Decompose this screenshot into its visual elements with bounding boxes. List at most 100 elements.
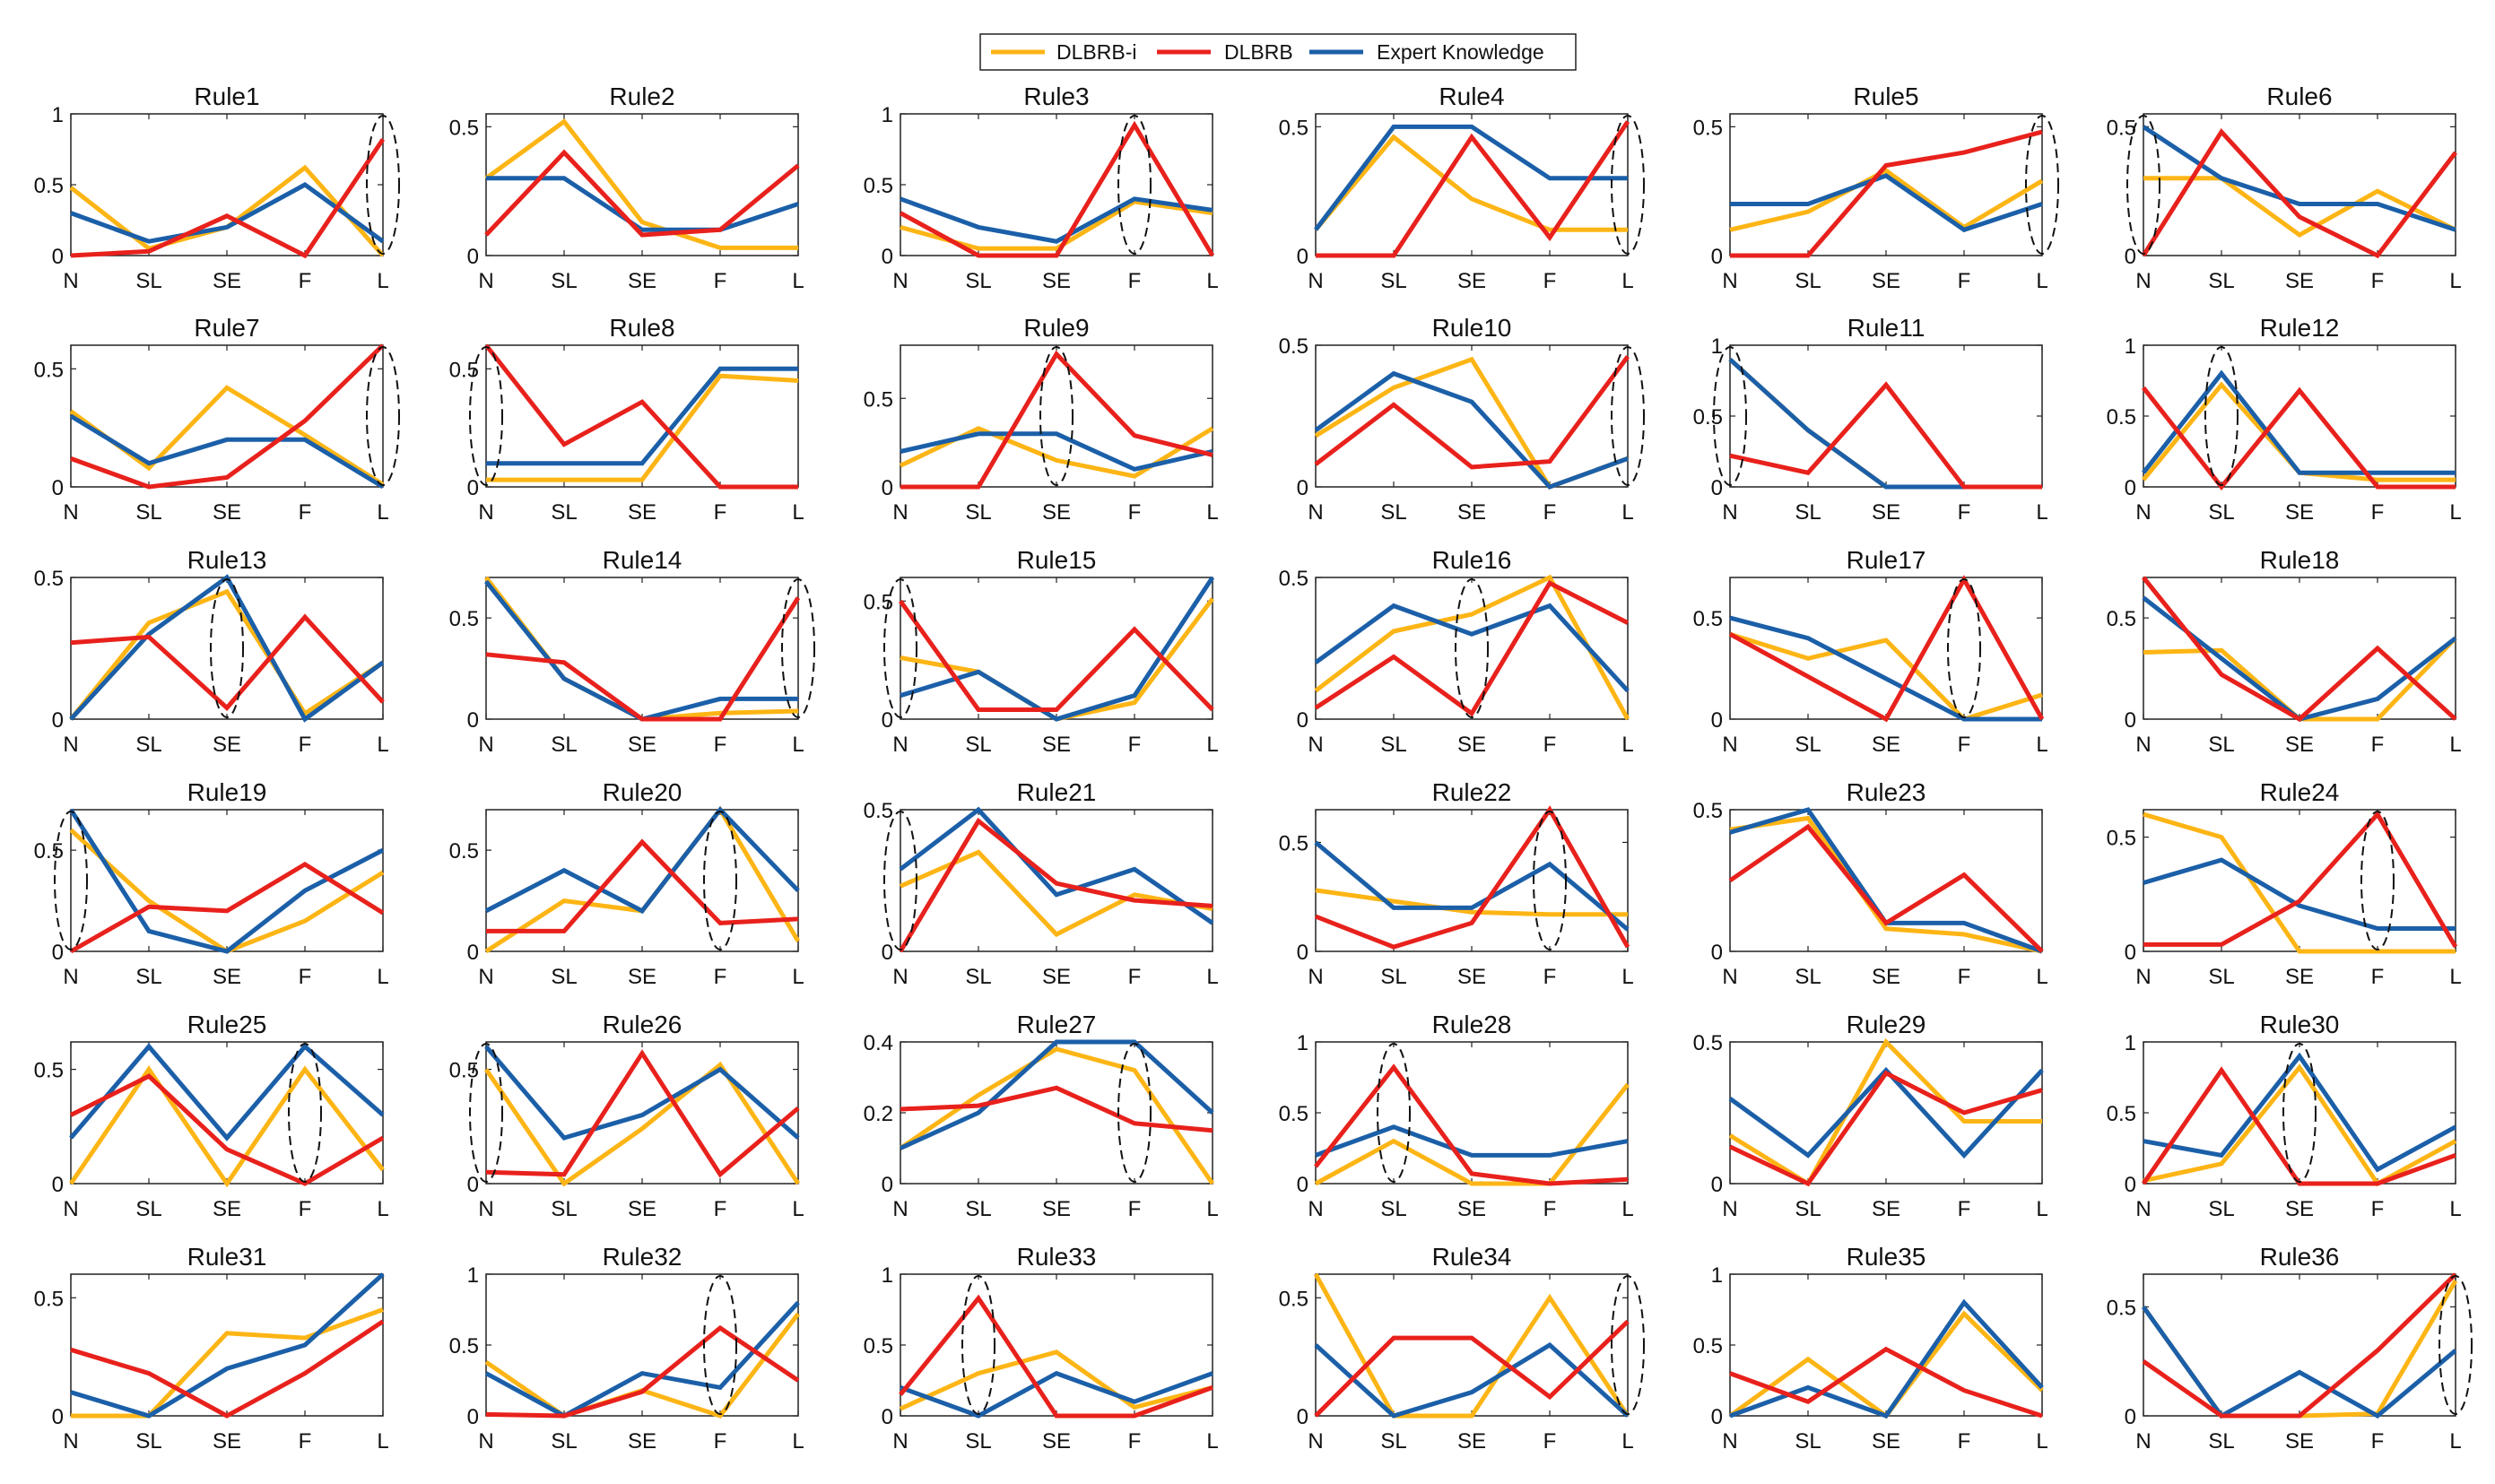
subplot-rule24: Rule24 N SL SE F L 0 0.5 (2107, 778, 2462, 989)
x-tick-label: L (2449, 965, 2461, 989)
series-line-expert-knowledge (2141, 1306, 2457, 1419)
x-tick-label: L (1621, 269, 1633, 293)
series-line-dlbrb (1728, 1070, 2043, 1187)
series-line-dlbrb-i (2143, 1063, 2457, 1187)
series-line-dlbrb-i (2143, 176, 2457, 238)
x-tick-label: SL (1380, 965, 1406, 989)
subplot-rule26: Rule26 N SL SE F L 0 0.5 (449, 1011, 804, 1221)
x-tick-label: F (2371, 500, 2385, 525)
x-tick-label: F (714, 500, 727, 525)
x-tick-label: SE (213, 500, 241, 525)
y-tick-label: 1 (2125, 1031, 2136, 1055)
highlight-ellipse (781, 578, 815, 718)
x-tick-label: N (1308, 500, 1323, 525)
subplot-rule2: Rule2 N SL SE F L 0 0.5 (449, 82, 804, 293)
series-line-dlbrb (70, 613, 385, 711)
x-tick-label: N (892, 269, 908, 293)
x-tick-label: L (1206, 1429, 1218, 1454)
series-line-dlbrb (70, 138, 386, 259)
y-tick-label: 0 (1297, 476, 1308, 500)
series-line-expert-knowledge (69, 413, 385, 490)
y-tick-label: 0 (467, 476, 479, 500)
subplot-title: Rule29 (1847, 1011, 1926, 1038)
subplot-rule19: Rule19 N SL SE F L 0 0.5 (34, 778, 389, 989)
y-tick-label: 0.5 (1693, 607, 1723, 631)
axes-box (900, 577, 1213, 720)
subplot-title: Rule30 (2260, 1011, 2340, 1038)
x-tick-label: F (714, 733, 727, 757)
subplot-rule23: Rule23 N SL SE F L 0 0.5 (1693, 778, 2048, 989)
x-tick-label: L (792, 269, 804, 293)
subplot-title: Rule17 (1847, 546, 1926, 574)
x-tick-label: SE (2285, 733, 2314, 757)
series-line-expert-knowledge (899, 1039, 1214, 1150)
y-tick-label: 0.5 (1279, 116, 1308, 140)
subplot-title: Rule7 (194, 314, 259, 342)
subplot-rule28: Rule28 N SL SE F L 0 0.5 1 (1279, 1011, 1634, 1221)
x-tick-label: N (892, 965, 908, 989)
series-line-dlbrb (899, 1294, 1213, 1419)
series-line-dlbrb (1729, 1346, 2043, 1419)
subplot-rule7: Rule7 N SL SE F L 0 0.5 (34, 314, 400, 525)
x-tick-label: N (478, 733, 493, 757)
series-line-expert-knowledge (2142, 125, 2456, 232)
series-line-dlbrb-i (899, 1046, 1215, 1185)
y-tick-label: 0.5 (449, 116, 479, 140)
subplot-rule11: Rule11 N SL SE F L 0 0.5 1 (1693, 314, 2048, 525)
x-tick-label: SL (1795, 500, 1821, 525)
y-tick-label: 0.5 (449, 1059, 479, 1083)
x-tick-label: SE (1042, 269, 1071, 293)
highlight-ellipse (703, 811, 737, 950)
x-tick-label: N (2135, 269, 2151, 293)
subplot-rule16: Rule16 N SL SE F L 0 0.5 (1279, 546, 1634, 757)
y-tick-label: 0.5 (1693, 405, 1723, 430)
legend-label: DLBRB (1224, 40, 1293, 64)
x-tick-label: F (1543, 965, 1557, 989)
series-line-dlbrb (2141, 1066, 2456, 1186)
x-tick-label: F (1958, 733, 1971, 757)
y-tick-label: 1 (882, 103, 893, 127)
x-tick-label: N (1722, 965, 1737, 989)
legend-label: DLBRB-i (1056, 40, 1136, 64)
x-tick-label: SE (1042, 965, 1071, 989)
x-tick-label: N (478, 965, 493, 989)
y-tick-label: 1 (467, 1263, 479, 1288)
x-tick-label: SL (965, 269, 991, 293)
x-tick-label: SL (1380, 500, 1406, 525)
x-tick-label: F (714, 1429, 727, 1454)
subplot-title: Rule8 (609, 314, 674, 342)
x-tick-label: F (299, 1429, 312, 1454)
series-line-expert-knowledge (69, 574, 385, 723)
y-tick-label: 0.2 (864, 1102, 893, 1126)
subplot-title: Rule14 (603, 546, 682, 574)
x-tick-label: SL (551, 965, 577, 989)
x-tick-label: N (63, 1429, 78, 1454)
series-line-dlbrb (70, 343, 385, 490)
subplot-title: Rule9 (1023, 314, 1089, 342)
y-tick-label: 0.5 (1693, 799, 1723, 823)
y-tick-label: 0 (52, 1405, 64, 1429)
subplot-title: Rule26 (603, 1011, 682, 1038)
highlight-ellipse (1117, 115, 1152, 255)
series-line-dlbrb-i (1313, 1272, 1630, 1419)
y-tick-label: 0.5 (449, 607, 479, 631)
x-tick-label: SL (135, 500, 161, 525)
series-line-dlbrb (898, 817, 1213, 953)
series-line-dlbrb (2143, 810, 2458, 949)
series-line-dlbrb (486, 838, 799, 933)
x-tick-label: F (714, 965, 727, 989)
axes-box (485, 344, 799, 488)
x-tick-label: SL (135, 1197, 161, 1221)
subplot-rule25: Rule25 N SL SE F L 0 0.5 (34, 1011, 389, 1221)
y-tick-label: 0.5 (1279, 567, 1308, 591)
x-tick-label: L (1206, 965, 1218, 989)
x-tick-label: N (2135, 965, 2151, 989)
series-line-dlbrb-i (483, 1061, 801, 1187)
axes-box (1315, 809, 1629, 952)
highlight-ellipse (469, 1043, 503, 1183)
x-tick-label: SL (2208, 500, 2234, 525)
x-tick-label: N (2135, 733, 2151, 757)
y-tick-label: 0 (1297, 708, 1308, 733)
x-tick-label: SL (2208, 1197, 2234, 1221)
subplot-title: Rule18 (2260, 546, 2340, 574)
